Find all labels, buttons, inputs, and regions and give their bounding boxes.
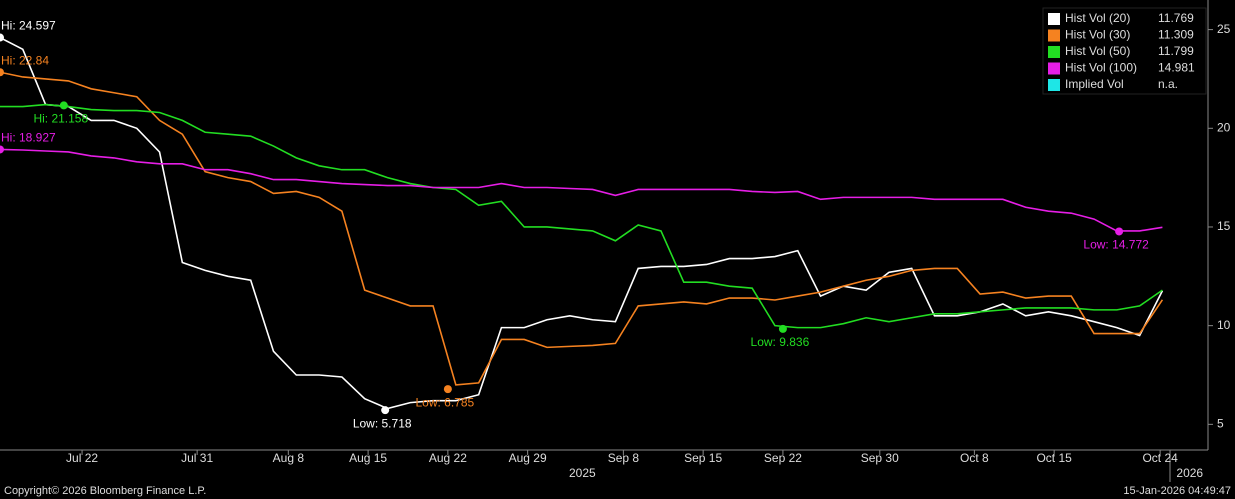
x-tick-label: Aug 29 (509, 451, 547, 465)
x-tick-label: Aug 15 (349, 451, 387, 465)
annotation-label: Low: 6.785 (416, 395, 475, 409)
annotation-label: Low: 9.836 (751, 335, 810, 349)
legend-label: Hist Vol (50) (1065, 44, 1130, 58)
legend-label: Hist Vol (20) (1065, 11, 1130, 25)
x-tick-label: Aug 8 (273, 451, 305, 465)
legend-swatch (1048, 13, 1060, 25)
y-tick-label: 15 (1217, 219, 1231, 233)
legend-box (1042, 7, 1207, 95)
annotation-marker (443, 385, 452, 394)
series-line (0, 103, 1163, 329)
annotation-marker (778, 324, 787, 333)
annotation-label: Low: 5.718 (353, 416, 412, 430)
annotation-marker (1115, 227, 1124, 236)
legend-swatch (1048, 79, 1060, 91)
footer-left: Copyright© 2026 Bloomberg Finance L.P. (4, 485, 206, 497)
legend-swatch (1048, 46, 1060, 58)
y-tick-label: 5 (1217, 417, 1224, 431)
annotation-label: Hi: 24.597 (1, 19, 56, 33)
legend-value: 11.309 (1158, 28, 1194, 42)
annotation-marker (0, 145, 4, 154)
series-line (0, 36, 1164, 410)
x-tick-label: Oct 8 (960, 451, 989, 465)
legend-swatch (1048, 29, 1060, 42)
legend-label: Hist Vol (100) (1065, 61, 1137, 75)
annotation-marker (381, 406, 390, 415)
annotation-label: Hi: 21.158 (33, 112, 88, 126)
annotation-label: Hi: 22.84 (1, 53, 49, 67)
x-tick-label: Sep 15 (684, 451, 722, 465)
legend-value: 11.799 (1158, 44, 1194, 58)
x-tick-label: Sep 8 (608, 451, 640, 465)
legend-swatch (1048, 62, 1060, 75)
footer-right: 15-Jan-2026 04:49:47 (1123, 485, 1231, 497)
annotation-label: Low: 14.772 (1083, 238, 1149, 252)
x-tick-label: Aug 22 (429, 451, 467, 465)
legend-label: Implied Vol (1065, 77, 1124, 91)
x-tick-label: Oct 24 (1142, 451, 1178, 465)
y-tick-label: 25 (1217, 22, 1231, 36)
x-tick-label: Jul 31 (181, 451, 213, 465)
legend-label: Hist Vol (30) (1065, 28, 1130, 42)
x-tick-label: Sep 22 (764, 451, 802, 465)
legend-value: 11.769 (1158, 11, 1194, 25)
x-tick-label: Jul 22 (66, 451, 98, 465)
x-year-label: 2026 (1176, 466, 1203, 480)
annotation-marker (0, 68, 4, 77)
y-tick-label: 10 (1217, 318, 1231, 332)
annotation-label: Hi: 18.927 (1, 131, 56, 145)
x-year-label: 2025 (569, 466, 596, 480)
annotation-marker (0, 33, 4, 42)
x-tick-label: Oct 15 (1036, 451, 1072, 465)
x-tick-label: Sep 30 (861, 451, 899, 465)
series-line (0, 148, 1163, 232)
annotation-marker (59, 101, 68, 110)
y-tick-label: 20 (1217, 120, 1231, 134)
series-line (0, 71, 1164, 386)
legend-value: n.a. (1158, 77, 1178, 91)
legend-value: 14.981 (1158, 61, 1195, 75)
